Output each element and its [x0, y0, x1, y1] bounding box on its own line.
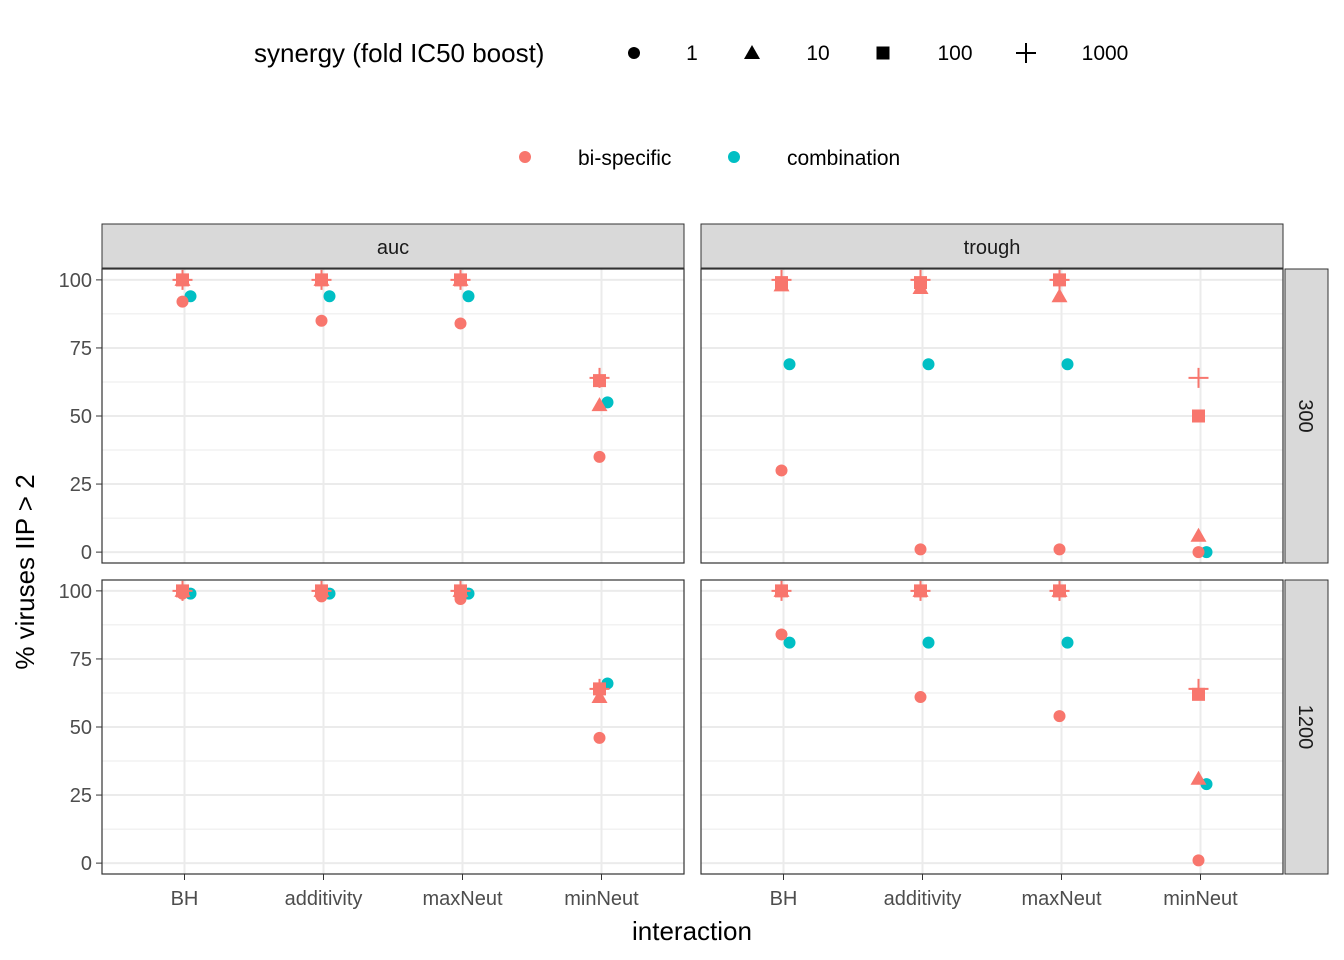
- y-tick-label: 100: [59, 581, 92, 603]
- point-bi-specific-additivity-1000: [910, 580, 931, 601]
- x-tick-label: additivity: [285, 888, 363, 910]
- point-bi-specific-maxNeut-1000: [450, 580, 471, 601]
- y-tick-label: 50: [70, 406, 92, 428]
- row-strip-300: 300: [1284, 268, 1329, 564]
- y-tick-label: 0: [81, 542, 92, 564]
- point-bi-specific-minNeut-1: [1192, 546, 1205, 559]
- shape-legend: synergy (fold IC50 boost) 1 10 100 1000: [254, 38, 1128, 68]
- legend-label-synergy-1: 1: [686, 42, 698, 65]
- point-bi-specific-BH-1000: [172, 580, 193, 601]
- shape-legend-title: synergy (fold IC50 boost): [254, 38, 544, 68]
- point-bi-specific-additivity-1000: [311, 580, 332, 601]
- column-strip-trough: trough: [700, 223, 1284, 269]
- x-axis-title: interaction: [632, 916, 752, 946]
- legend-label-synergy-1000: 1000: [1082, 42, 1129, 65]
- point-bi-specific-additivity-1: [914, 543, 927, 556]
- row-strip-label: 1200: [1294, 705, 1316, 750]
- legend-label-synergy-10: 10: [806, 42, 829, 65]
- panel-trough-1200: BH additivity maxNeut minNeut: [700, 579, 1284, 910]
- point-bi-specific-BH-1: [775, 464, 788, 477]
- point-bi-specific-minNeut-1000: [589, 678, 610, 699]
- point-bi-specific-minNeut-1000: [1188, 367, 1209, 388]
- point-bi-specific-minNeut-10: [1190, 527, 1207, 542]
- point-bi-specific-minNeut-1: [593, 731, 606, 744]
- point-bi-specific-maxNeut-1: [454, 317, 467, 330]
- point-bi-specific-minNeut-100: [1192, 409, 1205, 423]
- column-strip-label: trough: [964, 237, 1021, 259]
- y-tick-label: 25: [70, 785, 92, 807]
- point-bi-specific-BH-1000: [172, 269, 193, 290]
- row-strip-1200: 1200: [1284, 579, 1329, 875]
- y-tick-label: 50: [70, 717, 92, 739]
- column-strip-auc: auc: [101, 223, 685, 269]
- point-bi-specific-additivity-1000: [910, 269, 931, 290]
- point-bi-specific-BH-1000: [771, 269, 792, 290]
- point-combination-BH-1: [783, 636, 796, 649]
- legend-label-synergy-100: 100: [937, 42, 972, 65]
- point-bi-specific-additivity-1000: [311, 269, 332, 290]
- point-bi-specific-minNeut-1: [1192, 854, 1205, 867]
- point-combination-minNeut-1: [601, 396, 614, 409]
- panel-auc-1200: 0 25 50 75 100 BH additivity maxNeut minNeut: [59, 579, 685, 910]
- panel-trough-300: [700, 268, 1284, 564]
- legend-key-square: [876, 46, 890, 60]
- x-tick-label: minNeut: [1163, 888, 1238, 910]
- point-bi-specific-additivity-1: [914, 691, 927, 704]
- point-bi-specific-BH-1: [775, 628, 788, 641]
- point-combination-additivity-1: [922, 636, 935, 649]
- y-tick-label: 25: [70, 474, 92, 496]
- legend-key-combination: [728, 151, 740, 163]
- facet-panels: auc trough 300 1200 0 25 50 75 100 0 25 50 75 100 BH ad…: [59, 223, 1329, 910]
- point-bi-specific-maxNeut-1: [1053, 543, 1066, 556]
- point-combination-maxNeut-1: [462, 290, 475, 303]
- y-tick-label: 0: [81, 853, 92, 875]
- point-bi-specific-maxNeut-1000: [1049, 580, 1070, 601]
- point-combination-BH-1: [783, 358, 796, 371]
- column-strip-label: auc: [377, 237, 409, 259]
- legend-label-bi-specific: bi-specific: [578, 147, 671, 170]
- point-bi-specific-minNeut-1000: [589, 367, 610, 388]
- x-tick-label: BH: [171, 888, 199, 910]
- point-bi-specific-minNeut-10: [591, 397, 608, 412]
- x-tick-label: maxNeut: [422, 888, 502, 910]
- y-tick-label: 75: [70, 338, 92, 360]
- x-tick-label: BH: [770, 888, 798, 910]
- legend-key-bi-specific: [519, 151, 531, 163]
- x-tick-label: minNeut: [564, 888, 639, 910]
- point-bi-specific-minNeut-1000: [1188, 678, 1209, 699]
- point-bi-specific-maxNeut-10: [1051, 288, 1068, 303]
- point-bi-specific-BH-1000: [771, 580, 792, 601]
- legend-label-combination: combination: [787, 147, 900, 170]
- x-tick-label: maxNeut: [1021, 888, 1101, 910]
- color-legend: bi-specific combination: [519, 147, 900, 170]
- point-bi-specific-minNeut-10: [1190, 770, 1207, 785]
- point-bi-specific-minNeut-1: [593, 450, 606, 463]
- point-bi-specific-maxNeut-1: [1053, 710, 1066, 723]
- x-tick-label: additivity: [884, 888, 962, 910]
- point-combination-maxNeut-1: [1061, 636, 1074, 649]
- legend-key-plus: [1016, 43, 1036, 63]
- y-axis-title: % viruses IIP > 2: [10, 474, 40, 669]
- point-combination-additivity-1: [323, 290, 336, 303]
- point-combination-additivity-1: [922, 358, 935, 371]
- legend-key-triangle: [744, 45, 760, 59]
- legend-key-circle: [628, 47, 640, 59]
- panel-auc-300: 0 25 50 75 100: [59, 268, 685, 564]
- point-combination-maxNeut-1: [1061, 358, 1074, 371]
- point-bi-specific-additivity-1: [315, 314, 328, 327]
- y-tick-label: 100: [59, 270, 92, 292]
- y-tick-label: 75: [70, 649, 92, 671]
- point-bi-specific-BH-1: [176, 295, 189, 308]
- point-bi-specific-maxNeut-1000: [450, 269, 471, 290]
- point-bi-specific-maxNeut-1000: [1049, 269, 1070, 290]
- row-strip-label: 300: [1294, 399, 1316, 432]
